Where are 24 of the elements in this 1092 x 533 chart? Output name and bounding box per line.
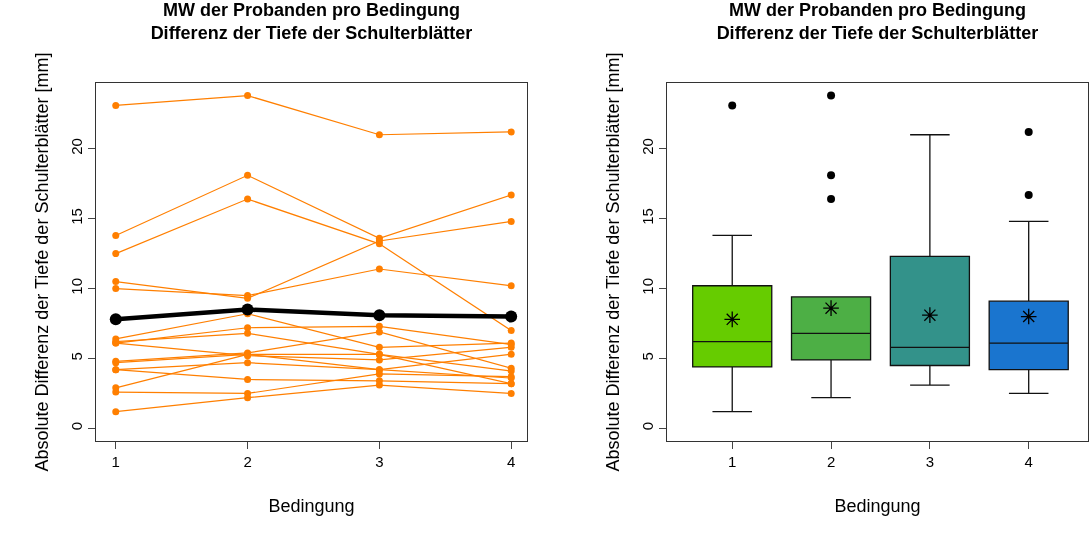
x-tick-label: 3 — [375, 453, 384, 470]
y-axis-title: Absolute Differenz der Tiefe der Schulterblätter [mm] — [603, 52, 624, 472]
y-tick-label: 15 — [68, 208, 85, 225]
x-tick-label: 2 — [826, 453, 836, 470]
x-tick-label: 2 — [243, 453, 252, 470]
x-tick-label: 4 — [1024, 453, 1033, 470]
y-tick-label: 20 — [639, 138, 656, 155]
y-tick-label: 10 — [639, 277, 656, 295]
y-tick-label: 5 — [639, 352, 656, 361]
y-tick-label: 0 — [639, 421, 656, 431]
x-axis-title: Bedingung — [834, 496, 921, 517]
y-tick-label: 5 — [68, 352, 85, 361]
y-tick-label: 10 — [68, 277, 85, 295]
chart-title: MW der Probanden pro Bedingung Differenz der Tiefe der Schulterblätter — [150, 0, 473, 44]
x-tick-label: 1 — [728, 453, 737, 470]
x-tick-label: 1 — [111, 453, 120, 470]
y-tick-label: 15 — [639, 208, 656, 225]
chart-title: MW der Probanden pro Bedingung Differenz der Tiefe der Schulterblätter — [716, 0, 1039, 44]
x-tick-label: 4 — [507, 453, 516, 470]
x-axis-title: Bedingung — [268, 496, 355, 517]
y-tick-label: 20 — [68, 138, 85, 155]
y-axis-title: Absolute Differenz der Tiefe der Schulterblätter [mm] — [32, 52, 53, 472]
y-tick-label: 0 — [68, 421, 85, 431]
x-tick-label: 3 — [925, 453, 935, 470]
